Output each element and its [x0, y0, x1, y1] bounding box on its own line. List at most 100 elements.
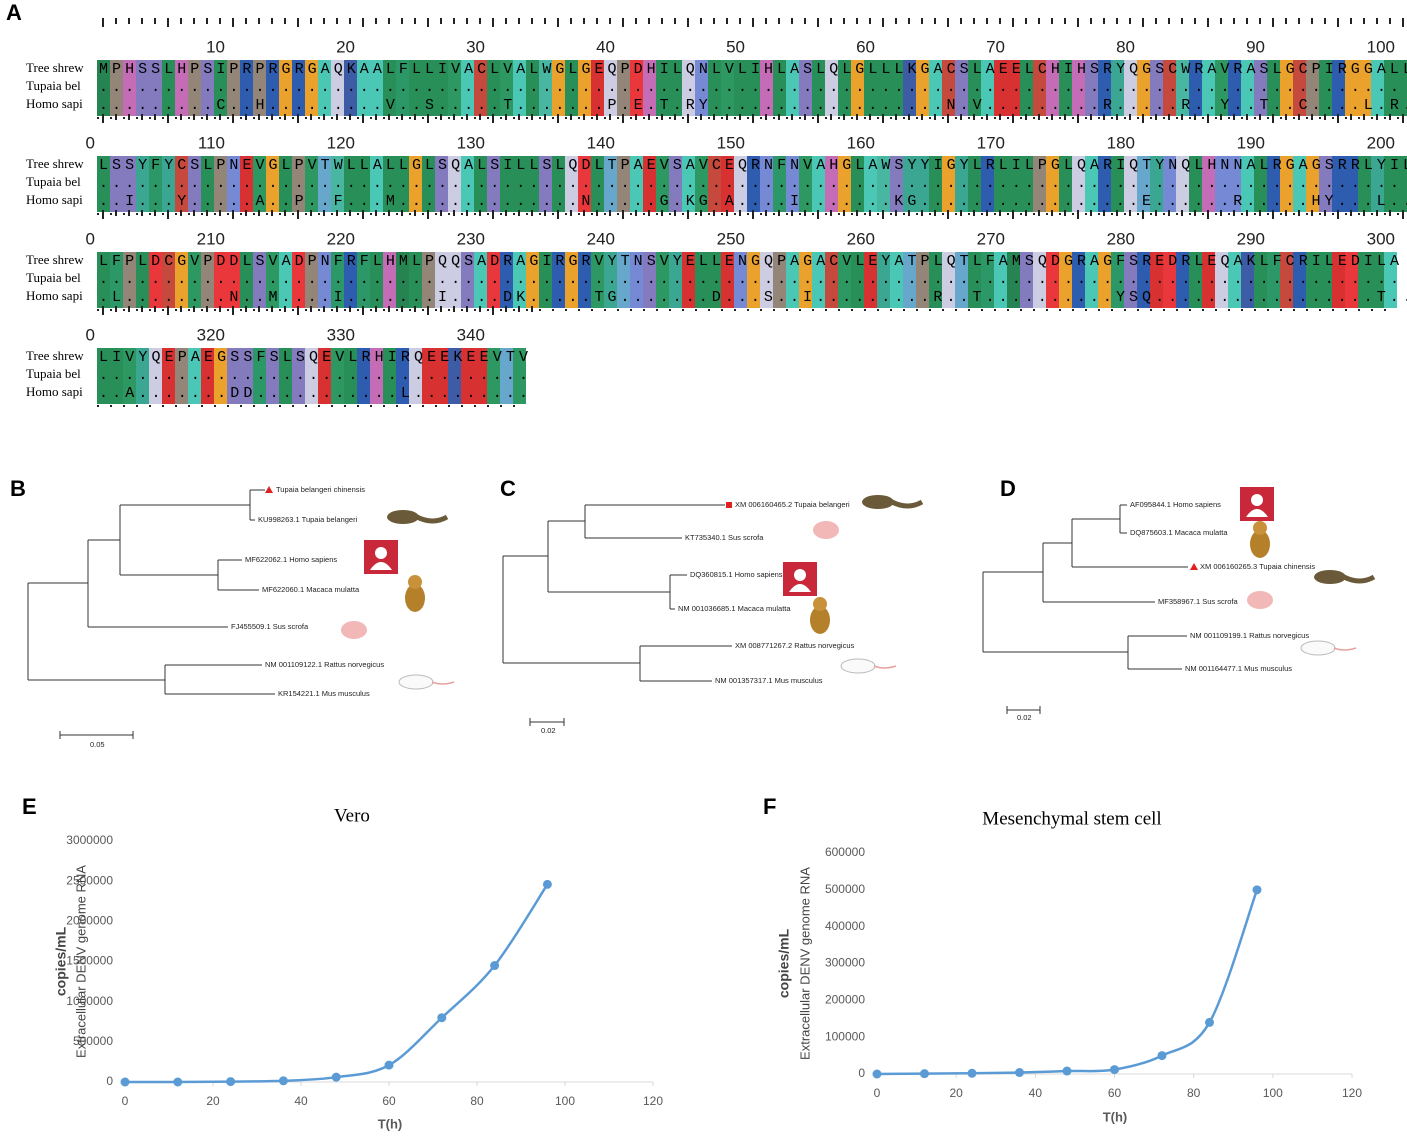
residue-cell [1358, 156, 1371, 212]
residue-cell [1202, 252, 1215, 308]
residue-cell [760, 156, 773, 212]
leaf-label: KU998263.1 Tupaia belangeri [258, 515, 358, 524]
ruler-label: 200 [1367, 133, 1395, 152]
y-tick-label: 400000 [825, 919, 865, 933]
icon-body [1300, 640, 1336, 656]
residue-cell [942, 252, 955, 308]
panel-label: A [6, 0, 22, 25]
residue-cell [1085, 156, 1098, 212]
residue-cell [695, 156, 708, 212]
y-tick-label: 1500000 [66, 954, 113, 968]
residue-cell [708, 60, 721, 116]
leaf-label: DQ360815.1 Homo sapiens [690, 570, 783, 579]
ruler-label: 20 [336, 37, 355, 56]
residue-cell [279, 156, 292, 212]
residue-cell [591, 156, 604, 212]
residue-cell [318, 60, 331, 116]
leaf-label: NM 001164477.1 Mus musculus [1185, 664, 1292, 673]
ruler-label: 230 [457, 229, 485, 248]
residue-cell [1267, 156, 1280, 212]
residue-cell [864, 60, 877, 116]
residue-cell [552, 156, 565, 212]
residue-cell [487, 252, 500, 308]
ruler-label: 70 [986, 37, 1005, 56]
residue-cell [1202, 156, 1215, 212]
residue-cell [812, 156, 825, 212]
residue-cell [929, 252, 942, 308]
icon-head [375, 547, 387, 559]
residue-cell [942, 60, 955, 116]
chart-title: Mesenchymal stem cell [982, 808, 1161, 829]
animal-icon [1247, 591, 1273, 609]
residue-cell [539, 252, 552, 308]
data-point [331, 1072, 341, 1082]
data-point [920, 1069, 929, 1079]
x-tick-label: 60 [382, 1094, 396, 1108]
row-name: Homo sapi [26, 384, 83, 399]
residue-cell [448, 348, 461, 404]
residue-cell [1189, 60, 1202, 116]
y-tick-label: 1000000 [66, 994, 113, 1008]
data-point [226, 1077, 236, 1087]
residue-cell [240, 348, 253, 404]
residue-cell [201, 60, 214, 116]
residue-cell [1280, 60, 1293, 116]
ruler-label: 240 [587, 229, 615, 248]
scale-bar [59, 731, 134, 739]
alignment-block: 0 110 120 130 140 150 160 170 180 190 200 Tree shre… [26, 114, 1407, 215]
residue-cell [266, 252, 279, 308]
residue-cell [344, 156, 357, 212]
residue-cell [721, 252, 734, 308]
residue-cell [734, 156, 747, 212]
ruler-label: 160 [847, 133, 875, 152]
ruler-label: 90 [1246, 37, 1265, 56]
residue-cell [331, 60, 344, 116]
residue-cell [890, 252, 903, 308]
sequence: .........C..H.........V..S.....T.......P… [99, 97, 1407, 114]
ruler-label: 150 [717, 133, 745, 152]
residue-cell [916, 252, 929, 308]
alignment-block: 0 320 330 340 Tree shrew LIVYQEPAEGSSFSLSQEVL… [26, 306, 533, 407]
residue-cell [422, 60, 435, 116]
residue-cell [604, 156, 617, 212]
residue-cell [786, 156, 799, 212]
icon-body [840, 658, 876, 674]
residue-cell [1332, 60, 1345, 116]
residue-cell [851, 252, 864, 308]
residue-cell [1020, 156, 1033, 212]
residue-cell [1098, 156, 1111, 212]
residue-cell [1228, 252, 1241, 308]
residue-cell [773, 60, 786, 116]
icon-body [370, 562, 392, 570]
residue-cell [97, 252, 110, 308]
residue-cell [968, 252, 981, 308]
residue-cell [474, 252, 487, 308]
residue-cell [1384, 252, 1397, 308]
y-tick-label: 0 [106, 1074, 113, 1088]
residue-cell [1345, 156, 1358, 212]
icon-body [1314, 570, 1346, 584]
panel-label: F [763, 794, 776, 819]
residue-cell [838, 252, 851, 308]
residue-cell [1267, 252, 1280, 308]
row-name: Tupaia bel [26, 78, 81, 93]
residue-cell [1124, 252, 1137, 308]
leaf-label: KR154221.1 Mus musculus [278, 689, 370, 698]
residue-cell [357, 60, 370, 116]
residue-cell [253, 252, 266, 308]
residue-cell [1345, 60, 1358, 116]
residue-cell [513, 156, 526, 212]
residue-cell [448, 156, 461, 212]
residue-cell [1371, 156, 1384, 212]
residue-cell [487, 60, 500, 116]
residue-cell [331, 252, 344, 308]
residue-cell [396, 348, 409, 404]
residue-cell [370, 60, 383, 116]
icon-tail [415, 514, 449, 524]
residue-cell [1319, 60, 1332, 116]
residue-cell [1228, 60, 1241, 116]
residue-cell [188, 156, 201, 212]
ruler-label: 0 [86, 229, 95, 248]
residue-cell [890, 156, 903, 212]
residue-cell [240, 252, 253, 308]
